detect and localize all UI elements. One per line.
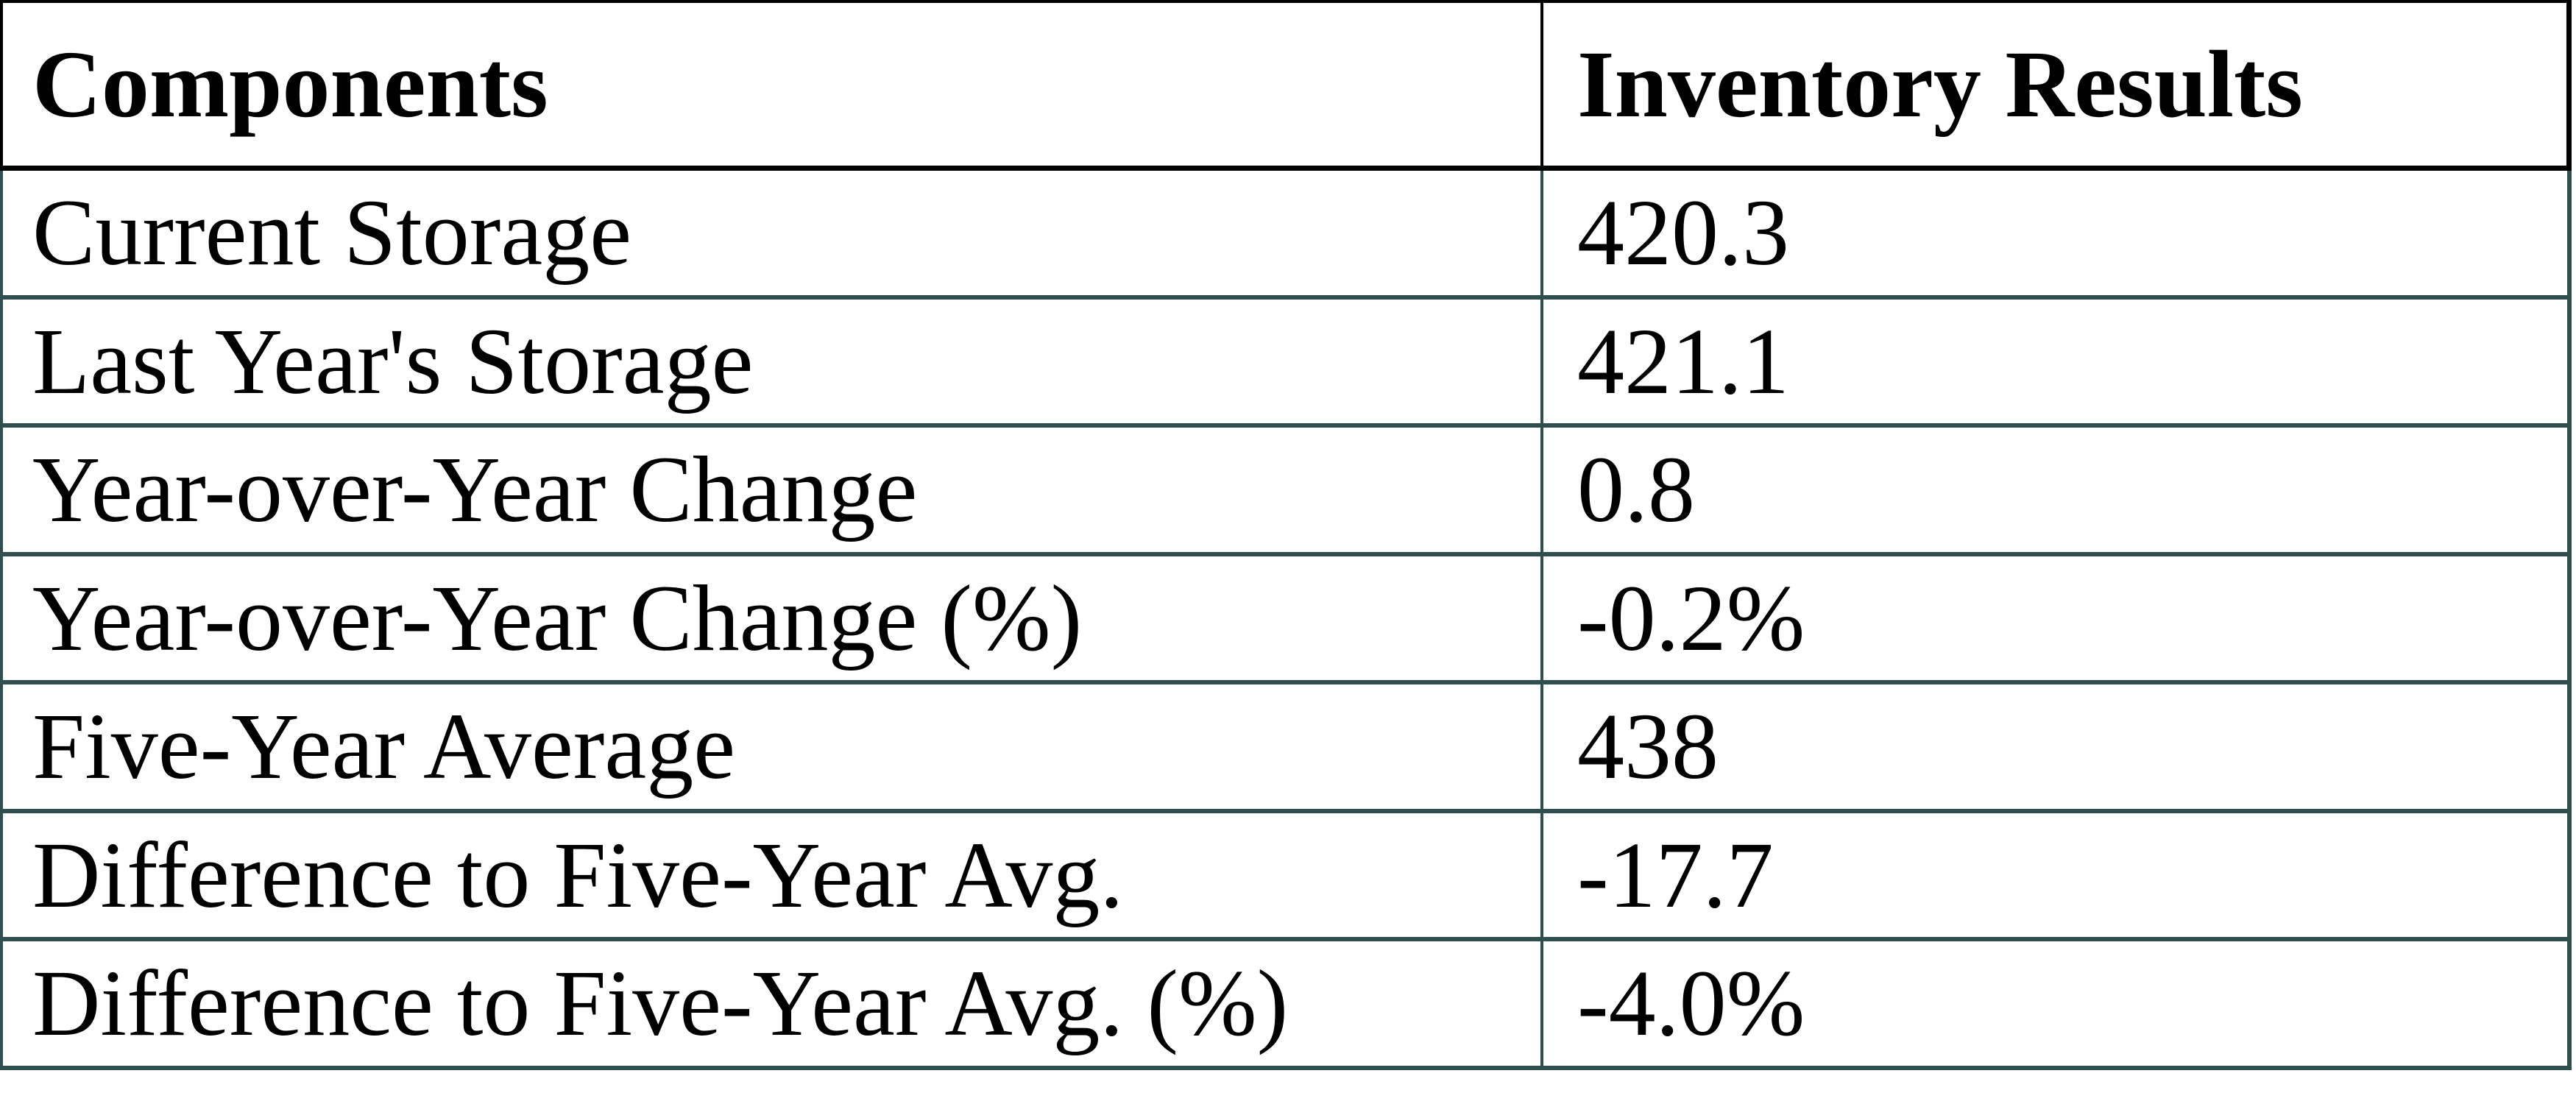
- row-value-diff-five-year-avg-pct: -4.0%: [1577, 951, 1805, 1056]
- row-value-yoy-change-pct: -0.2%: [1577, 565, 1805, 670]
- row-label-yoy-change-pct: Year-over-Year Change (%): [3, 556, 1543, 680]
- inventory-results-table: Components Inventory Results Current Sto…: [0, 0, 2572, 1070]
- table-row: Year-over-Year Change (%) -0.2%: [0, 556, 2572, 684]
- row-value-last-years-storage: 421.1: [1577, 308, 1789, 414]
- table-row: Difference to Five-Year Avg. -17.7: [0, 813, 2572, 941]
- header-cell-components: Components: [3, 3, 1543, 166]
- row-label-diff-five-year-avg: Difference to Five-Year Avg.: [3, 813, 1543, 937]
- row-value-yoy-change: 0.8: [1577, 437, 1695, 542]
- row-label-current-storage: Current Storage: [3, 171, 1543, 295]
- row-value-current-storage: 420.3: [1577, 180, 1789, 286]
- table-row: Current Storage 420.3: [0, 171, 2572, 300]
- table-row: Difference to Five-Year Avg. (%) -4.0%: [0, 941, 2572, 1070]
- row-value-diff-five-year-avg: -17.7: [1577, 822, 1774, 927]
- table-row: Year-over-Year Change 0.8: [0, 428, 2572, 556]
- row-label-diff-five-year-avg-pct: Difference to Five-Year Avg. (%): [3, 941, 1543, 1066]
- table-header-row: Components Inventory Results: [0, 0, 2572, 171]
- row-label-yoy-change: Year-over-Year Change: [3, 428, 1543, 552]
- row-label-five-year-average: Five-Year Average: [3, 684, 1543, 809]
- row-value-five-year-average: 438: [1577, 694, 1719, 799]
- header-cell-inventory-results: Inventory Results: [1577, 31, 2303, 138]
- row-label-last-years-storage: Last Year's Storage: [3, 299, 1543, 423]
- table-row: Five-Year Average 438: [0, 684, 2572, 813]
- table-row: Last Year's Storage 421.1: [0, 299, 2572, 428]
